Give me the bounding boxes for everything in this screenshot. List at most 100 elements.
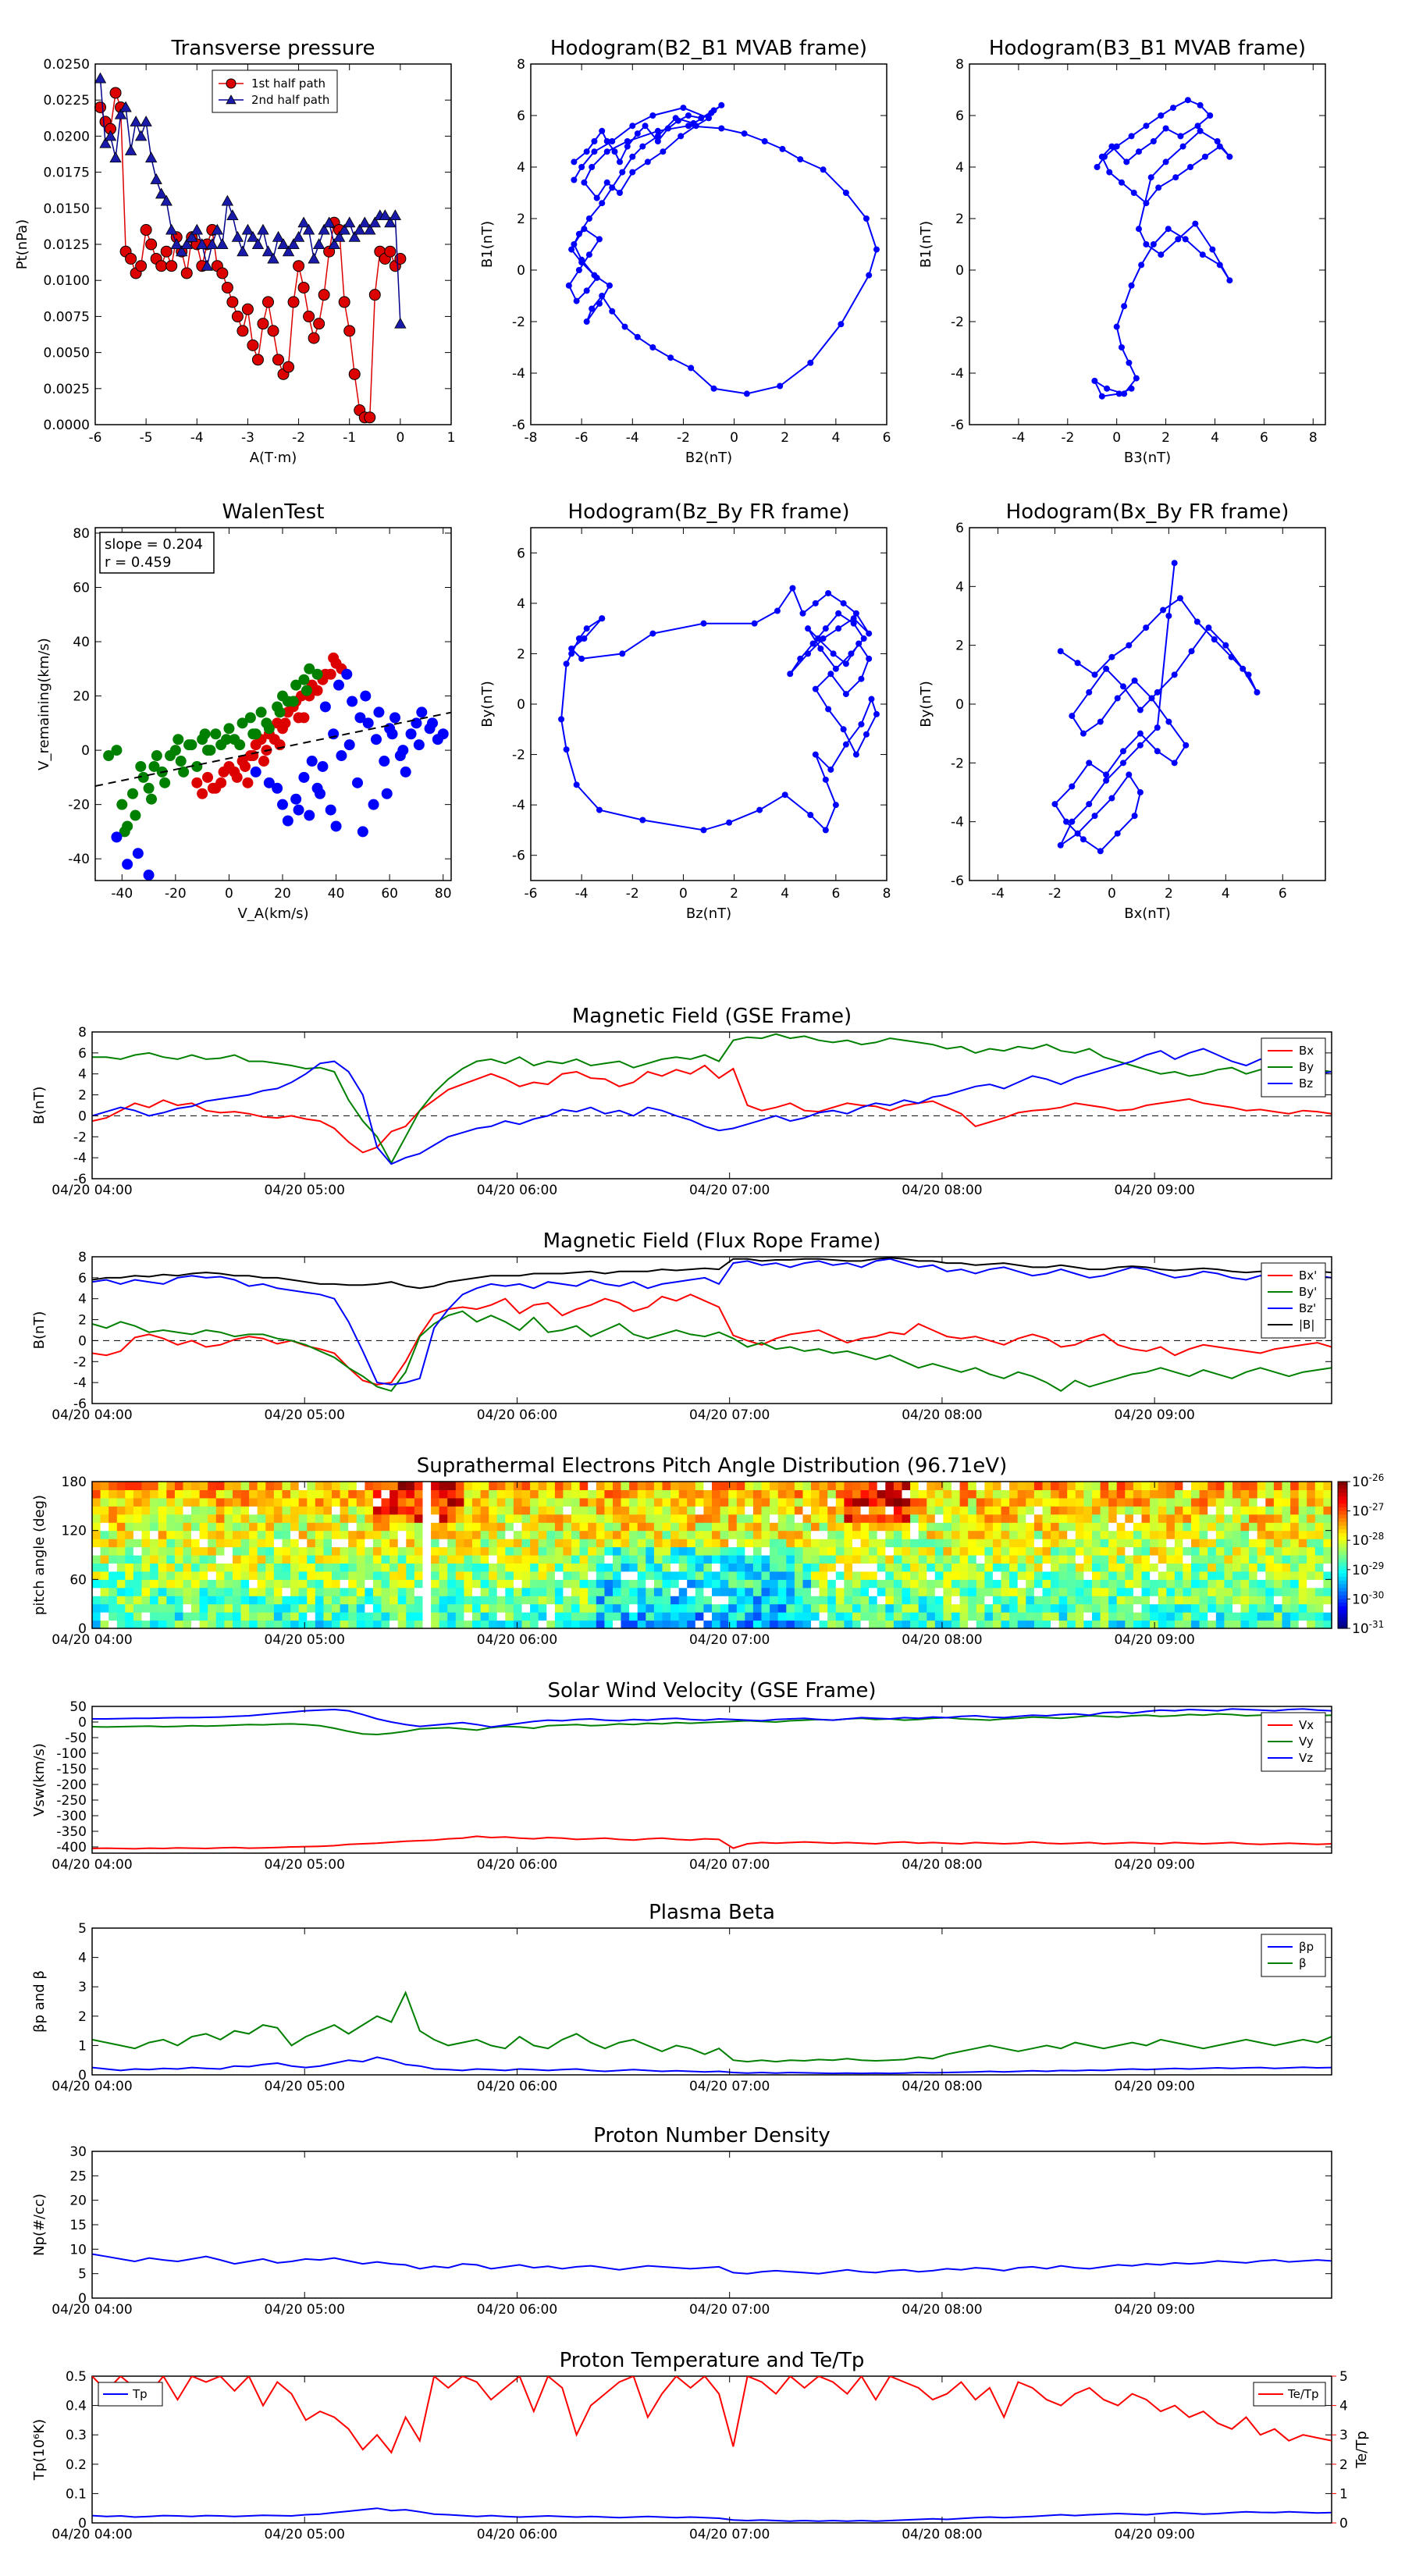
- heatmap-cell: [208, 1587, 217, 1596]
- data-point: [807, 812, 814, 819]
- heatmap-cell: [397, 1482, 407, 1490]
- heatmap-cell: [1058, 1603, 1068, 1613]
- heatmap-cell: [604, 1489, 614, 1499]
- heatmap-cell: [1183, 1482, 1192, 1490]
- heatmap-cell: [752, 1620, 763, 1629]
- data-point: [155, 187, 168, 199]
- heatmap-cell: [992, 1612, 1002, 1621]
- data-point: [832, 665, 839, 672]
- heatmap-cell: [356, 1620, 365, 1629]
- heatmap-cell: [877, 1563, 886, 1572]
- heatmap-cell: [646, 1514, 655, 1523]
- heatmap-cell: [1215, 1587, 1225, 1596]
- x-tick-label: 4: [1222, 886, 1230, 902]
- data-point: [221, 281, 233, 294]
- heatmap-cell: [406, 1603, 415, 1613]
- y-tick-label: 0.0150: [44, 201, 90, 217]
- heatmap-cell: [794, 1603, 804, 1613]
- heatmap-cell: [811, 1546, 820, 1556]
- y-axis-label: By(nT): [479, 681, 496, 727]
- heatmap-cell: [943, 1546, 952, 1556]
- heatmap-cell: [943, 1555, 952, 1564]
- heatmap-cell: [150, 1603, 159, 1613]
- heatmap-cell: [257, 1620, 266, 1629]
- heatmap-cell: [1232, 1514, 1242, 1523]
- heatmap-cell: [1166, 1482, 1176, 1490]
- heatmap-cell: [150, 1539, 159, 1548]
- heatmap-cell: [1249, 1546, 1258, 1556]
- heatmap-cell: [893, 1603, 903, 1613]
- heatmap-cell: [397, 1563, 407, 1572]
- heatmap-cell: [406, 1596, 415, 1605]
- data-point: [860, 635, 867, 642]
- data-point: [1069, 783, 1076, 790]
- heatmap-cell: [265, 1530, 275, 1539]
- heatmap-cell: [1001, 1603, 1010, 1613]
- heatmap-cell: [472, 1579, 482, 1589]
- heatmap-cell: [332, 1555, 341, 1564]
- heatmap-cell: [1265, 1546, 1275, 1556]
- heatmap-cell: [340, 1563, 349, 1572]
- heatmap-cell: [1083, 1522, 1093, 1532]
- heatmap-cell: [918, 1514, 927, 1523]
- heatmap-cell: [323, 1571, 333, 1580]
- x-tick-label: 20: [274, 886, 291, 902]
- heatmap-cell: [1166, 1603, 1176, 1613]
- data-point: [386, 728, 398, 740]
- heatmap-cell: [1141, 1497, 1151, 1507]
- data-point: [348, 230, 361, 242]
- heatmap-cell: [472, 1612, 482, 1621]
- colorbar-step: [1338, 1518, 1347, 1523]
- heatmap-cell: [951, 1620, 961, 1629]
- heatmap-cell: [827, 1514, 837, 1523]
- heatmap-cell: [158, 1489, 167, 1499]
- heatmap-cell: [356, 1530, 365, 1539]
- heatmap-cell: [1125, 1514, 1134, 1523]
- y-tick-label: 1: [78, 2038, 87, 2054]
- heatmap-cell: [678, 1539, 688, 1548]
- heatmap-cell: [646, 1603, 655, 1613]
- heatmap-cell: [646, 1497, 655, 1507]
- heatmap-cell: [1323, 1546, 1332, 1556]
- data-point: [1136, 789, 1144, 795]
- heatmap-cell: [621, 1522, 630, 1532]
- data-point: [1136, 742, 1144, 749]
- heatmap-cell: [745, 1563, 754, 1572]
- heatmap-cell: [902, 1612, 911, 1621]
- heatmap-cell: [1215, 1579, 1225, 1589]
- heatmap-cell: [596, 1563, 605, 1572]
- data-point: [756, 806, 763, 813]
- heatmap-cell: [1273, 1522, 1283, 1532]
- heatmap-cell: [687, 1596, 696, 1605]
- heatmap-cell: [1249, 1579, 1258, 1589]
- heatmap-cell: [298, 1571, 308, 1580]
- heatmap-cell: [546, 1579, 556, 1589]
- heatmap-cell: [802, 1579, 812, 1589]
- heatmap-cell: [770, 1522, 779, 1532]
- heatmap-cell: [579, 1587, 589, 1596]
- heatmap-cell: [480, 1612, 489, 1621]
- x-tick-label: 04/20 06:00: [477, 1632, 557, 1648]
- heatmap-cell: [1323, 1514, 1332, 1523]
- heatmap-cell: [761, 1482, 770, 1490]
- heatmap-cell: [869, 1497, 878, 1507]
- y-tick-label: 0.2: [66, 2457, 87, 2473]
- y-tick-label: 0.0025: [44, 382, 90, 397]
- heatmap-cell: [1298, 1546, 1307, 1556]
- heatmap-cell: [290, 1620, 300, 1629]
- heatmap-cell: [1092, 1620, 1101, 1629]
- data-point: [221, 734, 232, 745]
- heatmap-cell: [538, 1563, 547, 1572]
- y-tick-label: 0.0125: [44, 237, 90, 253]
- heatmap-cell: [332, 1539, 341, 1548]
- heatmap-cell: [257, 1497, 266, 1507]
- data-point: [109, 151, 122, 163]
- data-point: [159, 777, 171, 788]
- heatmap-cell: [521, 1587, 531, 1596]
- heatmap-cell: [844, 1530, 853, 1539]
- heatmap-cell: [976, 1489, 985, 1499]
- y-axis-label: Pt(nPa): [14, 219, 30, 269]
- heatmap-cell: [770, 1587, 779, 1596]
- heatmap-cell: [496, 1612, 506, 1621]
